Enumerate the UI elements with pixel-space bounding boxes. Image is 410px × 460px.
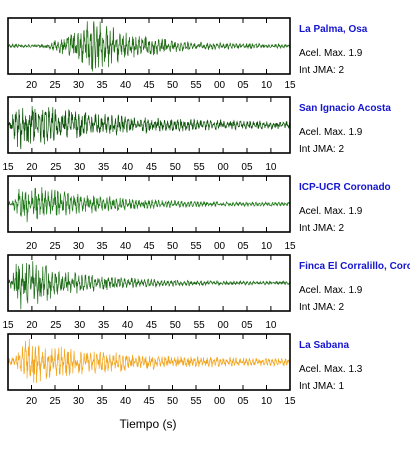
x-tick-label: 30 xyxy=(74,162,86,173)
panel-4: 15 20 25 30 35 40 45 50 55 00 05 10 Finca El Corrali… xyxy=(2,254,410,331)
x-tick-label: 15 xyxy=(284,241,296,252)
x-tick-label: 05 xyxy=(237,241,249,252)
x-tick-label: 00 xyxy=(214,396,226,407)
waveform-series xyxy=(7,21,291,72)
x-tick-label: 45 xyxy=(143,241,155,252)
max-acceleration: Acel. Max. 1.9 xyxy=(299,285,363,296)
waveform-series xyxy=(7,261,291,310)
x-tick-label: 50 xyxy=(170,320,182,331)
jma-intensity: Int JMA: 2 xyxy=(299,223,344,234)
x-tick-label: 00 xyxy=(214,80,226,91)
x-tick-label: 20 xyxy=(26,162,38,173)
x-tick-label: 30 xyxy=(73,241,85,252)
x-tick-label: 05 xyxy=(237,80,249,91)
station-name: San Ignacio Acosta xyxy=(299,103,391,114)
x-tick-label: 15 xyxy=(2,320,14,331)
x-tick-label: 10 xyxy=(261,80,273,91)
max-acceleration: Acel. Max. 1.3 xyxy=(299,364,363,375)
x-tick-label: 45 xyxy=(146,320,158,331)
x-axis-label: Tiempo (s) xyxy=(120,417,177,431)
panel-5: 20 25 30 35 40 45 50 55 00 05 10 15 La Sabana Acel. M… xyxy=(7,333,363,407)
x-tick-label: 55 xyxy=(194,162,206,173)
waveform-series xyxy=(7,106,291,150)
x-tick-label: 55 xyxy=(190,80,202,91)
x-tick-label: 10 xyxy=(261,241,273,252)
x-tick-label: 30 xyxy=(73,396,85,407)
x-tick-label: 45 xyxy=(146,162,158,173)
x-tick-label: 15 xyxy=(2,162,14,173)
x-tick-label: 00 xyxy=(218,320,230,331)
plot-frame xyxy=(7,17,291,75)
station-name: La Sabana xyxy=(299,340,349,351)
max-acceleration: Acel. Max. 1.9 xyxy=(299,206,363,217)
x-tick-label: 35 xyxy=(96,396,108,407)
panel-3: 20 25 30 35 40 45 50 55 00 05 10 15 ICP-UCR Coronado… xyxy=(7,175,391,252)
x-tick-label: 05 xyxy=(241,162,253,173)
x-tick-label: 00 xyxy=(214,241,226,252)
jma-intensity: Int JMA: 2 xyxy=(299,65,344,76)
x-tick-label: 55 xyxy=(190,241,202,252)
x-tick-label: 35 xyxy=(96,241,108,252)
x-tick-label: 50 xyxy=(170,162,182,173)
x-tick-label: 30 xyxy=(74,320,86,331)
station-name: ICP-UCR Coronado xyxy=(299,182,391,193)
x-tick-label: 25 xyxy=(50,162,62,173)
x-tick-label: 00 xyxy=(218,162,230,173)
x-tick-label: 45 xyxy=(143,396,155,407)
x-tick-label: 25 xyxy=(49,396,61,407)
x-tick-label: 35 xyxy=(98,162,110,173)
x-tick-label: 10 xyxy=(265,162,277,173)
x-tick-label: 50 xyxy=(167,241,179,252)
x-tick-label: 30 xyxy=(73,80,85,91)
x-tick-label: 10 xyxy=(261,396,273,407)
plot-frame xyxy=(7,254,291,312)
x-tick-label: 50 xyxy=(167,396,179,407)
jma-intensity: Int JMA: 1 xyxy=(299,381,344,392)
x-tick-label: 05 xyxy=(237,396,249,407)
x-tick-label: 40 xyxy=(122,320,134,331)
x-tick-label: 15 xyxy=(284,80,296,91)
x-tick-label: 25 xyxy=(50,320,62,331)
x-tick-label: 25 xyxy=(49,241,61,252)
x-tick-label: 50 xyxy=(167,80,179,91)
panel-2: 15 20 25 30 35 40 45 50 55 00 05 10 San Ignacio Acos… xyxy=(2,96,391,173)
x-tick-label: 55 xyxy=(194,320,206,331)
x-tick-label: 55 xyxy=(190,396,202,407)
station-name: La Palma, Osa xyxy=(299,24,368,35)
waveform-series xyxy=(7,187,291,223)
x-tick-label: 20 xyxy=(26,396,38,407)
x-tick-label: 20 xyxy=(26,80,38,91)
x-tick-label: 40 xyxy=(120,80,132,91)
waveform-series xyxy=(7,338,291,384)
x-tick-label: 35 xyxy=(96,80,108,91)
max-acceleration: Acel. Max. 1.9 xyxy=(299,48,363,59)
station-name: Finca El Corralillo, Coro xyxy=(299,261,410,272)
x-tick-label: 40 xyxy=(122,162,134,173)
x-tick-label: 05 xyxy=(241,320,253,331)
x-tick-label: 40 xyxy=(120,241,132,252)
x-tick-label: 10 xyxy=(265,320,277,331)
x-tick-label: 20 xyxy=(26,241,38,252)
x-tick-label: 45 xyxy=(143,80,155,91)
x-tick-label: 25 xyxy=(49,80,61,91)
plot-frame xyxy=(7,96,291,154)
jma-intensity: Int JMA: 2 xyxy=(299,302,344,313)
panel-1: 20 25 30 35 40 45 50 55 00 05 10 15 La Palma, Osa Ace… xyxy=(7,17,368,91)
jma-intensity: Int JMA: 2 xyxy=(299,144,344,155)
x-tick-label: 20 xyxy=(26,320,38,331)
x-tick-label: 40 xyxy=(120,396,132,407)
x-tick-label: 15 xyxy=(284,396,296,407)
x-tick-label: 35 xyxy=(98,320,110,331)
max-acceleration: Acel. Max. 1.9 xyxy=(299,127,363,138)
